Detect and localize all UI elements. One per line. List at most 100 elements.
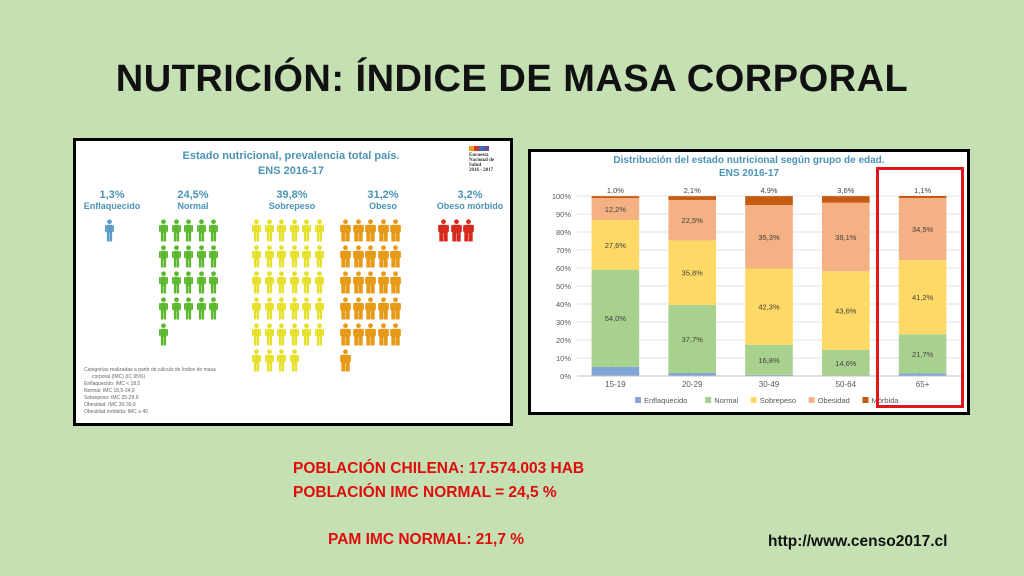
bar-segment (745, 344, 793, 375)
person-icon (340, 297, 351, 320)
person-icon (264, 219, 274, 242)
ens-logo-line2: Nacional de (469, 158, 495, 163)
y-tick-label: 0% (560, 372, 571, 381)
person-icon (340, 271, 351, 294)
bar-segment (898, 197, 947, 261)
bar-segment (898, 260, 947, 335)
group-pct: 3,2% (457, 189, 483, 201)
group-pct: 39,8% (276, 189, 308, 201)
data-label: 27,6% (605, 241, 627, 250)
person-icon (264, 323, 274, 346)
imc-normal-text: POBLACIÓN IMC NORMAL = 24,5 % (293, 484, 557, 501)
bar-segment (668, 199, 717, 241)
source-url[interactable]: http://www.censo2017.cl (768, 533, 948, 550)
person-icon (377, 245, 389, 268)
x-tick-label: 65+ (916, 380, 930, 389)
bar-segment (821, 196, 870, 203)
logo-bar (484, 146, 489, 151)
data-label: 22,5% (682, 216, 704, 225)
group-label: Sobrepeso (268, 201, 316, 211)
person-icon (264, 297, 274, 320)
person-icon (159, 245, 168, 268)
data-label: 1,1% (914, 186, 931, 195)
person-icon (277, 219, 286, 242)
group-label: Normal (177, 201, 209, 211)
person-icon (289, 219, 299, 242)
person-icon (171, 297, 181, 320)
bar-segment (745, 196, 793, 205)
nutrition-infographic: Estado nutricional, prevalencia total pa… (73, 138, 513, 426)
ens-logo-line4: 2016 - 2017 (469, 168, 494, 173)
person-icon (196, 271, 206, 294)
data-label: 43,6% (835, 306, 857, 315)
person-icon (252, 219, 261, 242)
logo-bar (479, 146, 484, 151)
imc-category-notes: Categorías realizadas a partir de cálcul… (84, 367, 216, 416)
legend-swatch (808, 397, 815, 403)
person-icon (390, 297, 401, 320)
person-icon (171, 219, 181, 242)
infographic-title-line1: Estado nutricional, prevalencia total pa… (182, 150, 400, 162)
person-icon (302, 271, 311, 294)
person-icon (365, 271, 376, 294)
person-icon (365, 245, 376, 268)
x-tick-label: 50-64 (836, 380, 857, 389)
bar-segment (898, 373, 947, 376)
person-icon (463, 219, 474, 242)
group-enflaquecido: 1,3% Enflaquecido (82, 189, 142, 211)
person-icon (277, 349, 286, 372)
person-icon (340, 349, 351, 372)
bar-segment (591, 366, 640, 376)
person-icon (377, 323, 389, 346)
bar-segment (821, 349, 870, 376)
y-tick-label: 100% (552, 192, 572, 201)
data-label: 41,2% (912, 293, 934, 302)
bar-segment (668, 372, 717, 376)
data-label: 38,1% (835, 233, 857, 242)
stacked-bar-chart: 0%10%20%30%40%50%60%70%80%90%100%5,1%54,… (552, 186, 961, 405)
age-group-chart-panel: Distribución del estado nutricional segú… (528, 149, 970, 415)
person-icon (302, 245, 311, 268)
person-icon (196, 297, 206, 320)
person-icon (314, 219, 324, 242)
group-pct: 24,5% (177, 189, 209, 201)
person-icon (365, 323, 376, 346)
data-label: 54,0% (605, 314, 627, 323)
person-icon (159, 323, 168, 346)
y-tick-label: 40% (556, 300, 571, 309)
group-label: Enflaquecido (83, 201, 141, 211)
data-label: 4,9% (760, 186, 777, 195)
legend-swatch (750, 397, 757, 403)
person-icon (438, 219, 449, 242)
logo-bar (469, 146, 474, 151)
population-text: POBLACIÓN CHILENA: 17.574.003 HAB (293, 460, 585, 477)
obeso-people (340, 219, 401, 372)
group-obeso: 31,2% Obeso (352, 189, 414, 211)
bar-segment (591, 219, 640, 270)
person-icon (302, 297, 311, 320)
x-tick-label: 20-29 (682, 380, 703, 389)
bar-segment (898, 334, 947, 374)
y-tick-label: 10% (556, 354, 571, 363)
bar-segment (898, 196, 947, 198)
legend-label: Mórbida (872, 396, 900, 405)
normal-people (158, 219, 219, 346)
bar-segment (591, 196, 640, 198)
person-icon (314, 323, 324, 346)
person-icon (352, 297, 364, 320)
bar-segment (821, 271, 870, 350)
bar-segment (745, 374, 793, 376)
person-icon (289, 349, 299, 372)
person-icon (209, 245, 218, 268)
person-icon (277, 271, 286, 294)
person-icon (390, 323, 401, 346)
person-icon (277, 323, 286, 346)
person-icon (184, 245, 193, 268)
data-label: 34,5% (912, 225, 934, 234)
y-tick-label: 50% (556, 282, 571, 291)
ens-logo: Encuesta Nacional de Salud 2016 - 2017 (469, 146, 509, 173)
group-normal: 24,5% Normal (158, 189, 228, 211)
person-icon (252, 245, 261, 268)
sobrepeso-people (251, 219, 325, 372)
note-line: Obesidad mórbida: IMC ≥ 40 (84, 409, 148, 415)
